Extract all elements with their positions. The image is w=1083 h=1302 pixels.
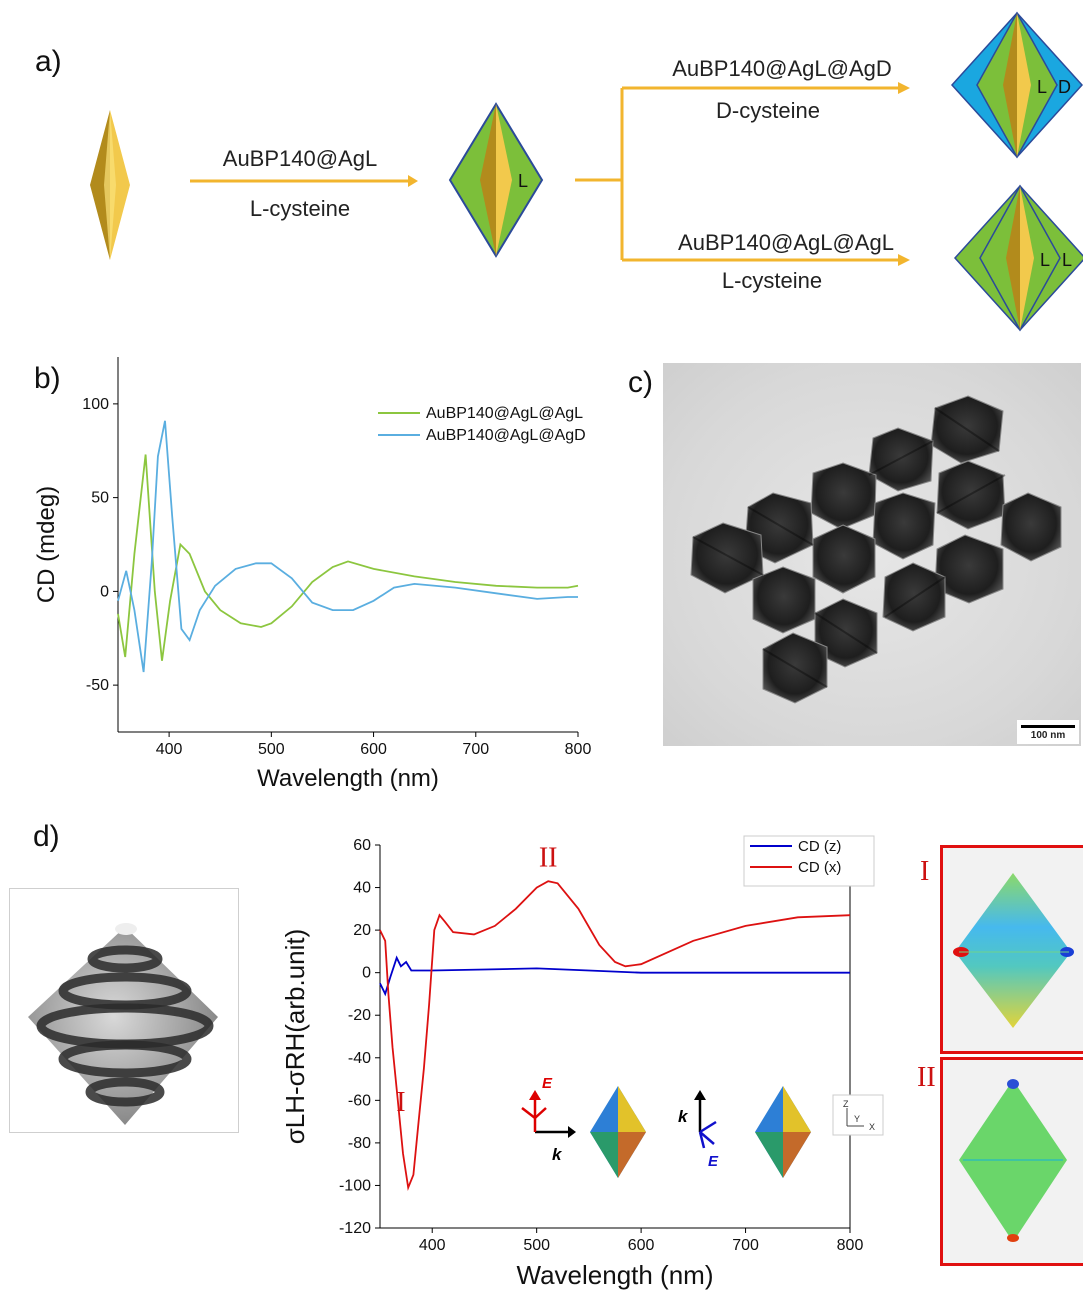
x-tick-label: 600 xyxy=(360,741,387,758)
nanoparticle-cluster xyxy=(690,395,1062,704)
panel-label-b: b) xyxy=(34,362,61,395)
x-tick-label: 700 xyxy=(462,741,489,758)
core-shell-L: L xyxy=(448,102,544,258)
vector-E-red: E xyxy=(542,1075,553,1092)
series-line-1 xyxy=(117,454,579,661)
y-tick-label: -60 xyxy=(348,1092,371,1109)
y-tick-label: -100 xyxy=(339,1177,371,1194)
x-tick-label: 600 xyxy=(628,1237,655,1254)
tem-image: 100 nm xyxy=(663,363,1081,746)
y-tick-label: 40 xyxy=(353,880,371,897)
y-tick-label: 60 xyxy=(353,837,371,854)
simulated-cd-chart: 400 500 600 700 800 -120 -100 -80 -60 -40 -20 0 20 40… xyxy=(280,835,875,1290)
field-label-I: I xyxy=(920,856,929,887)
series-line-2 xyxy=(379,880,851,1191)
x-tick-label: 700 xyxy=(732,1237,759,1254)
shell-letter-inner-L: L xyxy=(1040,250,1050,270)
synthesis-scheme: AuBP140@AgL L-cysteine L AuBP140@AgL@AgD… xyxy=(90,11,1083,332)
vector-k-black: k xyxy=(552,1145,563,1164)
x-incidence-inset: E k xyxy=(521,1075,646,1178)
field-map-II xyxy=(940,1057,1083,1266)
x-tick-label: 500 xyxy=(258,741,285,758)
gold-bipyramid-core xyxy=(90,110,130,260)
field-map-I xyxy=(940,845,1083,1054)
core-shell-L-L: L L xyxy=(953,184,1083,332)
x-tick-label: 400 xyxy=(419,1237,446,1254)
y-axis-label: σLH-σRH(arb.unit) xyxy=(280,929,310,1145)
axis-z-label: Z xyxy=(843,1099,849,1109)
y-axis-label: CD (mdeg) xyxy=(33,486,60,603)
scale-bar-label: 100 nm xyxy=(1030,730,1066,741)
legend-frame xyxy=(743,835,875,887)
polarization-insets: E k k E Z Y X xyxy=(521,1075,884,1178)
step2-top-label: AuBP140@AgL@AgD xyxy=(672,56,892,81)
branching-arrow xyxy=(575,86,900,262)
axis-x-label: X xyxy=(869,1122,875,1132)
step1-ligand: L-cysteine xyxy=(250,196,350,221)
y-tick-label: -50 xyxy=(86,677,109,694)
y-tick-label: 50 xyxy=(91,490,109,507)
vector-E-blue: E xyxy=(708,1153,719,1170)
shell-letter-inner: L xyxy=(1037,77,1047,97)
axis-y-label: Y xyxy=(854,1114,860,1124)
legend-entry: AuBP140@AgL@AgL xyxy=(426,405,583,422)
x-tick-label: 400 xyxy=(156,741,183,758)
x-tick-label: 800 xyxy=(837,1237,864,1254)
shell-letter-L: L xyxy=(518,171,528,191)
shell-letter-outer: D xyxy=(1058,77,1071,97)
step2-bottom-ligand: L-cysteine xyxy=(722,268,822,293)
step1-label: AuBP140@AgL xyxy=(223,146,377,171)
scale-bar: 100 nm xyxy=(1017,720,1079,744)
panel-label-d: d) xyxy=(33,820,60,853)
cd-spectra-chart: 400 500 600 700 800 -50 0 50 100 Wavelength (nm) C… xyxy=(33,357,592,792)
legend-entry: CD (z) xyxy=(798,838,841,855)
vector-k-up: k xyxy=(678,1107,689,1126)
y-tick-label: -120 xyxy=(339,1220,371,1237)
y-tick-label: 20 xyxy=(353,922,371,939)
legend-entry: AuBP140@AgL@AgD xyxy=(426,427,586,444)
series-line-1 xyxy=(379,955,850,997)
core-shell-L-D: L D xyxy=(950,11,1083,159)
y-tick-label: 0 xyxy=(100,583,109,600)
y-tick-label: -80 xyxy=(348,1135,371,1152)
series-line-2 xyxy=(117,420,578,673)
y-tick-label: 100 xyxy=(82,396,109,413)
helical-model-image xyxy=(9,888,239,1133)
panel-label-c: c) xyxy=(628,366,653,399)
step2-top-ligand: D-cysteine xyxy=(716,98,820,123)
field-map-labels: I II xyxy=(917,856,936,1093)
annotation-label: I xyxy=(396,1087,405,1118)
z-incidence-inset: k E xyxy=(678,1086,811,1178)
y-tick-label: -40 xyxy=(348,1050,371,1067)
x-tick-label: 500 xyxy=(523,1237,550,1254)
panel-label-a: a) xyxy=(35,45,62,78)
annotation-label: II xyxy=(539,842,558,873)
axes-triad-inset: Z Y X xyxy=(832,1094,884,1136)
step2-bottom-label: AuBP140@AgL@AgL xyxy=(678,230,894,255)
x-axis-label: Wavelength (nm) xyxy=(257,765,439,792)
y-tick-label: -20 xyxy=(348,1007,371,1024)
y-tick-label: 0 xyxy=(362,965,371,982)
legend-entry: CD (x) xyxy=(798,859,841,876)
x-axis-label: Wavelength (nm) xyxy=(517,1260,714,1290)
field-label-II: II xyxy=(917,1062,936,1093)
shell-letter-outer-L: L xyxy=(1062,250,1072,270)
x-tick-label: 800 xyxy=(565,741,592,758)
